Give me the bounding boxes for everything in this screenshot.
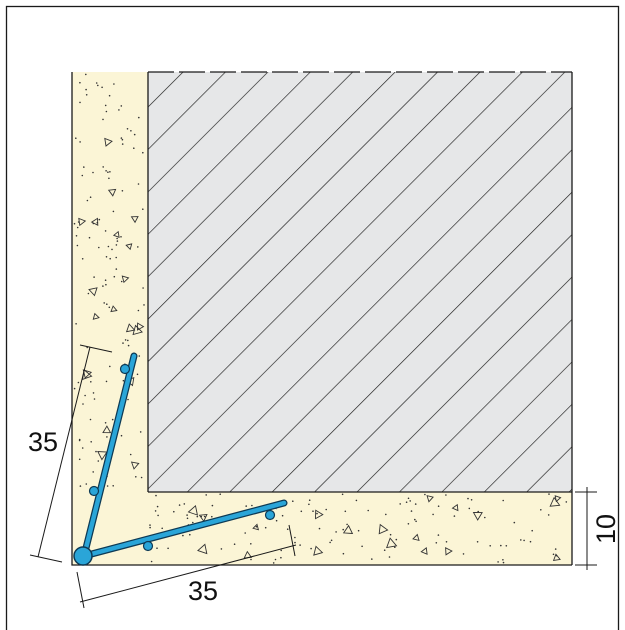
longitudinal-bar-vertical-bottom [88, 485, 100, 497]
horizontal-leg-extension-left [76, 571, 85, 609]
vertical-rebar [81, 353, 137, 559]
corner-longitudinal-bar [73, 546, 93, 566]
horizontal-leg-label: 35 [188, 576, 218, 606]
horizontal-leg-dimension: 35 [76, 524, 297, 609]
vertical-leg-dimension-line [37, 346, 91, 558]
aggregate-texture [73, 73, 568, 564]
vertical-leg-dimension: 35 [28, 344, 113, 563]
horizontal-leg-dimension-line [79, 544, 297, 603]
cover-thickness-dimension: 10 [575, 487, 621, 570]
longitudinal-bar-vertical-top [119, 363, 131, 375]
horizontal-rebar [81, 500, 287, 559]
concrete-layer [72, 72, 572, 565]
longitudinal-bar-horizontal-right [264, 509, 276, 521]
drawing-frame [5, 5, 620, 630]
vertical-leg-extension-bottom [29, 554, 63, 563]
horizontal-leg-extension-right [288, 524, 296, 557]
rebar-group [73, 352, 288, 566]
hatched-existing-element [148, 72, 572, 492]
cover-thickness-label: 10 [591, 514, 621, 544]
vertical-leg-extension-top [79, 344, 113, 353]
concrete-outer-edge [71, 72, 572, 566]
longitudinal-bar-horizontal-left [142, 540, 154, 552]
vertical-leg-label: 35 [28, 427, 58, 457]
